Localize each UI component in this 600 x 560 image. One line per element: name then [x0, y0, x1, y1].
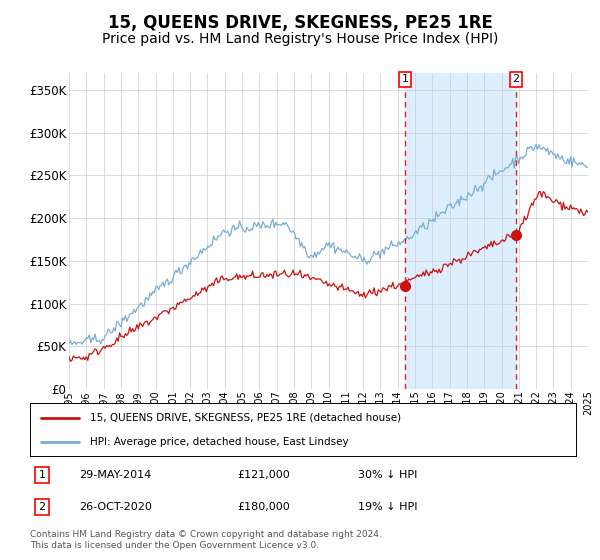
- Text: £180,000: £180,000: [238, 502, 290, 512]
- Text: Contains HM Land Registry data © Crown copyright and database right 2024.
This d: Contains HM Land Registry data © Crown c…: [30, 530, 382, 550]
- Text: HPI: Average price, detached house, East Lindsey: HPI: Average price, detached house, East…: [90, 437, 349, 447]
- Text: 2: 2: [512, 74, 520, 85]
- Text: 15, QUEENS DRIVE, SKEGNESS, PE25 1RE: 15, QUEENS DRIVE, SKEGNESS, PE25 1RE: [107, 14, 493, 32]
- Text: 1: 1: [401, 74, 409, 85]
- Text: Price paid vs. HM Land Registry's House Price Index (HPI): Price paid vs. HM Land Registry's House …: [102, 32, 498, 46]
- Text: 29-MAY-2014: 29-MAY-2014: [79, 470, 151, 480]
- Text: 30% ↓ HPI: 30% ↓ HPI: [358, 470, 417, 480]
- Text: £121,000: £121,000: [238, 470, 290, 480]
- Text: 15, QUEENS DRIVE, SKEGNESS, PE25 1RE (detached house): 15, QUEENS DRIVE, SKEGNESS, PE25 1RE (de…: [90, 413, 401, 423]
- Bar: [405, 73, 516, 389]
- Text: 19% ↓ HPI: 19% ↓ HPI: [358, 502, 417, 512]
- Text: 26-OCT-2020: 26-OCT-2020: [79, 502, 152, 512]
- Text: 2: 2: [38, 502, 46, 512]
- Text: 1: 1: [38, 470, 46, 480]
